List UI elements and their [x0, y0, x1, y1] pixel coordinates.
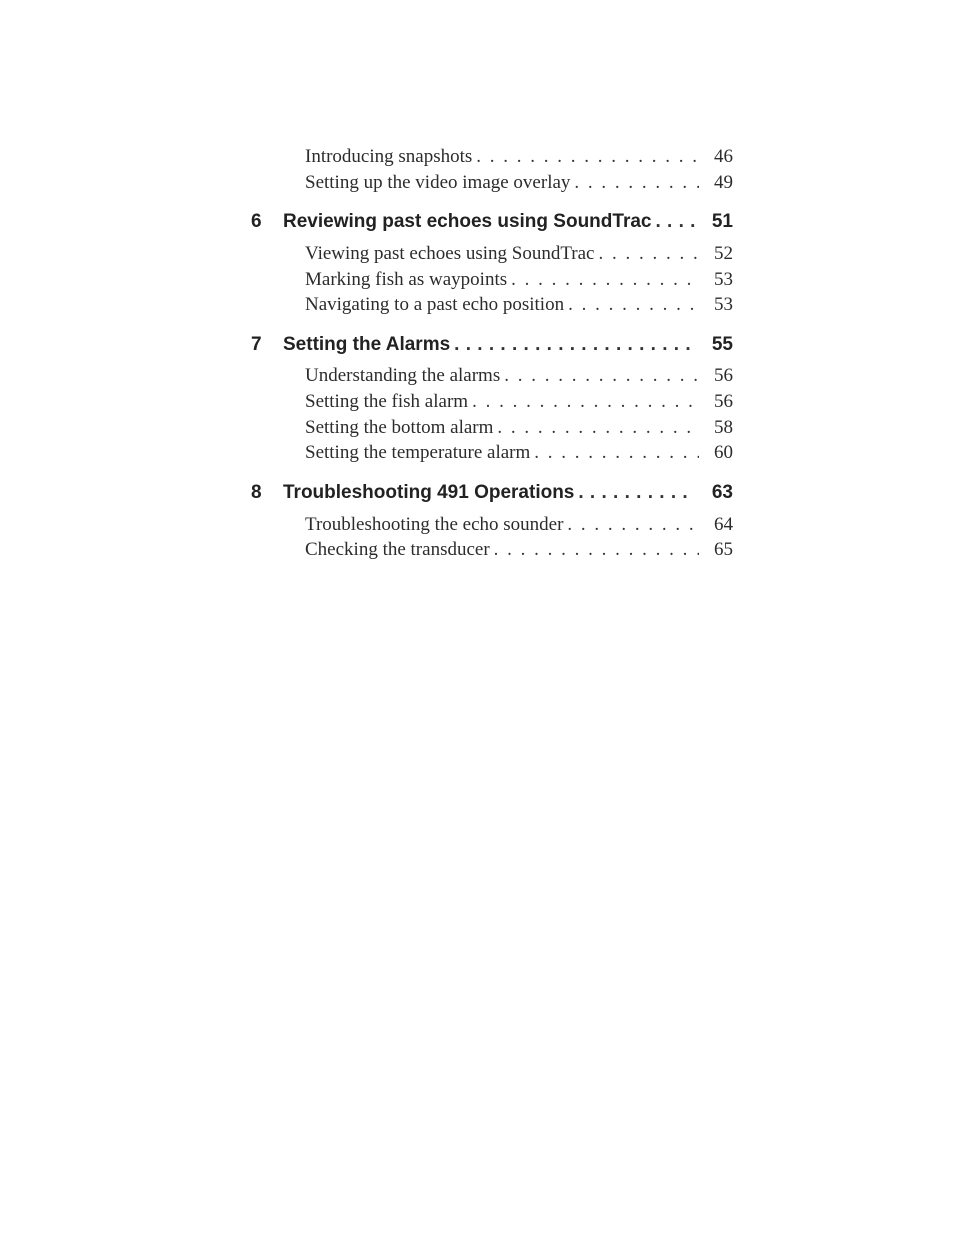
dot-leader — [450, 332, 695, 358]
toc-entry: Understanding the alarms 56 — [283, 363, 733, 389]
toc-entry-page: 58 — [699, 415, 733, 441]
dot-leader — [564, 292, 699, 318]
dot-leader — [594, 241, 699, 267]
page: Introducing snapshots 46 Setting up the … — [0, 0, 954, 1235]
dot-leader — [651, 209, 695, 235]
toc-entry-page: 53 — [699, 267, 733, 293]
toc-entry-title: Setting the fish alarm — [283, 389, 468, 415]
toc-entry-title: Understanding the alarms — [283, 363, 500, 389]
toc-entry-title: Troubleshooting the echo sounder — [283, 512, 563, 538]
dot-leader — [507, 267, 699, 293]
toc-entry-title: Setting up the video image overlay — [283, 170, 570, 196]
toc-section-number: 7 — [251, 332, 262, 358]
toc-entry-page: 65 — [699, 537, 733, 563]
toc-entry: Troubleshooting the echo sounder 64 — [283, 512, 733, 538]
toc-entry-page: 56 — [699, 363, 733, 389]
toc-entry-title: Introducing snapshots — [283, 144, 472, 170]
toc-entry-page: 49 — [699, 170, 733, 196]
toc-entry: Setting the fish alarm 56 — [283, 389, 733, 415]
toc-entry-page: 53 — [699, 292, 733, 318]
toc-entry-title: Setting the temperature alarm — [283, 440, 530, 466]
toc-entry: Setting the bottom alarm 58 — [283, 415, 733, 441]
toc-intro-group: Introducing snapshots 46 Setting up the … — [283, 140, 733, 199]
toc-section: 8 Troubleshooting 491 Operations 63 — [283, 480, 733, 506]
toc-entry: Navigating to a past echo position 53 — [283, 292, 733, 318]
toc-section: 7 Setting the Alarms 55 — [283, 332, 733, 358]
toc-entry: Checking the transducer 65 — [283, 537, 733, 563]
dot-leader — [500, 363, 699, 389]
dot-leader — [574, 480, 695, 506]
toc-section-items: Viewing past echoes using SoundTrac 52 M… — [283, 237, 733, 322]
toc-entry-title: Viewing past echoes using SoundTrac — [283, 241, 594, 267]
dot-leader — [490, 537, 699, 563]
toc-entry-title: Navigating to a past echo position — [283, 292, 564, 318]
toc-entry: Setting up the video image overlay 49 — [283, 170, 733, 196]
toc-entry-page: 52 — [699, 241, 733, 267]
toc-section-title: Reviewing past echoes using SoundTrac — [283, 209, 651, 235]
toc-entry: Marking fish as waypoints 53 — [283, 267, 733, 293]
dot-leader — [472, 144, 699, 170]
toc-entry-page: 56 — [699, 389, 733, 415]
dot-leader — [570, 170, 699, 196]
toc-section-page: 55 — [695, 332, 733, 358]
toc-section-title: Setting the Alarms — [283, 332, 450, 358]
toc-entry-title: Checking the transducer — [283, 537, 490, 563]
toc-entry-page: 64 — [699, 512, 733, 538]
dot-leader — [530, 440, 699, 466]
toc-section-page: 63 — [695, 480, 733, 506]
toc-entry: Introducing snapshots 46 — [283, 144, 733, 170]
toc-entry-page: 46 — [699, 144, 733, 170]
toc-section-items: Understanding the alarms 56 Setting the … — [283, 359, 733, 470]
toc-entry-title: Setting the bottom alarm — [283, 415, 493, 441]
dot-leader — [468, 389, 699, 415]
toc-section: 6 Reviewing past echoes using SoundTrac … — [283, 209, 733, 235]
toc-entry: Setting the temperature alarm 60 — [283, 440, 733, 466]
toc-entry-title: Marking fish as waypoints — [283, 267, 507, 293]
toc-section-number: 6 — [251, 209, 262, 235]
toc-section-items: Troubleshooting the echo sounder 64 Chec… — [283, 508, 733, 567]
toc-entry: Viewing past echoes using SoundTrac 52 — [283, 241, 733, 267]
dot-leader — [493, 415, 699, 441]
toc-section-number: 8 — [251, 480, 262, 506]
table-of-contents: Introducing snapshots 46 Setting up the … — [283, 140, 733, 567]
toc-section-title: Troubleshooting 491 Operations — [283, 480, 574, 506]
toc-section-page: 51 — [695, 209, 733, 235]
toc-entry-page: 60 — [699, 440, 733, 466]
dot-leader — [563, 512, 699, 538]
